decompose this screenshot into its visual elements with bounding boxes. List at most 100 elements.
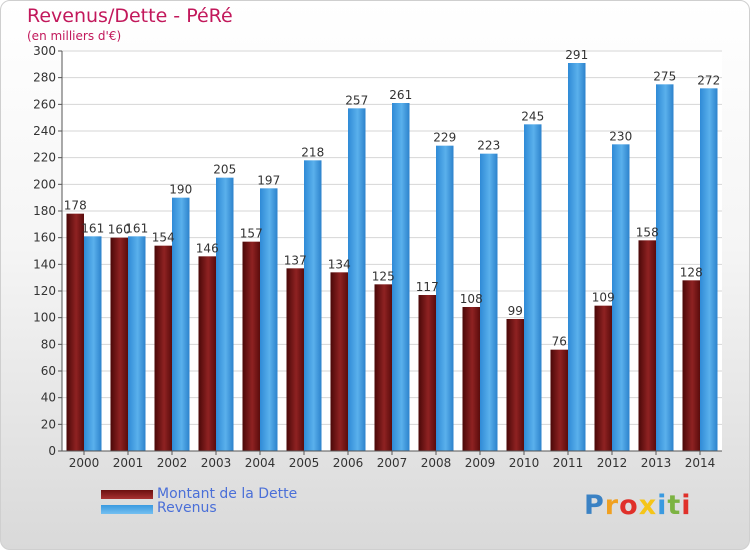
y-tick-label: 200	[33, 177, 56, 191]
bar-revenus	[216, 177, 234, 451]
bar-dette	[682, 280, 700, 451]
legend-swatch-dette	[101, 490, 153, 499]
bar-revenus	[84, 236, 102, 451]
y-tick-label: 240	[33, 124, 56, 138]
label-revenus: 275	[653, 69, 676, 83]
y-tick-label: 160	[33, 231, 56, 245]
bar-dette	[462, 307, 480, 451]
bar-revenus	[436, 145, 454, 451]
bar-revenus	[260, 188, 278, 452]
bar-dette	[550, 349, 568, 451]
x-tick-label: 2014	[685, 456, 716, 470]
legend-swatch-revenus	[101, 505, 153, 514]
y-tick-label: 260	[33, 97, 56, 111]
y-tick-label: 40	[41, 391, 56, 405]
bar-revenus	[656, 84, 674, 451]
bar-dette	[154, 245, 172, 451]
label-dette: 158	[636, 225, 659, 239]
label-revenus: 218	[301, 145, 324, 159]
bar-dette	[198, 256, 216, 451]
x-tick-label: 2011	[553, 456, 584, 470]
label-revenus: 161	[81, 221, 104, 235]
bar-dette	[66, 213, 84, 451]
label-revenus: 272	[697, 73, 720, 87]
x-tick-label: 2003	[201, 456, 232, 470]
label-dette: 157	[240, 227, 263, 241]
bar-dette	[374, 284, 392, 451]
logo-letter: i	[657, 490, 668, 521]
bar-revenus	[524, 124, 542, 451]
logo-letter: o	[619, 490, 639, 521]
x-tick-label: 2008	[421, 456, 452, 470]
label-dette: 108	[460, 292, 483, 306]
bar-dette	[286, 268, 304, 451]
logo-letter: r	[604, 490, 620, 521]
chart-title: Revenus/Dette - PéRé	[27, 5, 233, 27]
y-tick-label: 220	[33, 151, 56, 165]
x-tick-label: 2004	[245, 456, 276, 470]
bar-revenus	[480, 153, 498, 451]
y-tick-label: 100	[33, 311, 56, 325]
label-dette: 178	[64, 199, 87, 213]
x-tick-label: 2013	[641, 456, 672, 470]
bar-dette	[242, 241, 260, 451]
x-tick-label: 2010	[509, 456, 540, 470]
legend-label-dette: Montant de la Dette	[157, 486, 298, 502]
label-revenus: 197	[257, 173, 280, 187]
bars	[66, 63, 718, 452]
x-tick-label: 2000	[69, 456, 100, 470]
label-dette: 134	[328, 257, 351, 271]
bar-dette	[638, 240, 656, 451]
label-dette: 128	[680, 265, 703, 279]
label-revenus: 261	[389, 88, 412, 102]
logo-letter: x	[638, 490, 658, 521]
label-revenus: 291	[565, 48, 588, 62]
logo-letter: P	[584, 490, 605, 521]
bar-revenus	[304, 160, 322, 452]
label-dette: 137	[284, 253, 307, 267]
y-tick-label: 80	[41, 337, 56, 351]
y-tick-label: 180	[33, 204, 56, 218]
y-tick-label: 0	[48, 444, 56, 458]
label-dette: 109	[592, 291, 615, 305]
bar-dette	[330, 272, 348, 451]
y-tick-label: 60	[41, 364, 56, 378]
x-tick-label: 2002	[157, 456, 188, 470]
label-dette: 154	[152, 231, 175, 245]
bar-revenus	[348, 108, 366, 451]
bar-revenus	[172, 197, 190, 451]
label-revenus: 230	[609, 129, 632, 143]
label-revenus: 223	[477, 139, 500, 153]
y-tick-label: 280	[33, 71, 56, 85]
bar-dette	[418, 295, 436, 451]
label-dette: 117	[416, 280, 439, 294]
label-dette: 76	[552, 335, 567, 349]
bar-revenus	[612, 144, 630, 452]
label-revenus: 257	[345, 93, 368, 107]
bar-revenus	[700, 88, 718, 451]
y-axis: 0 20 40 60 80 100 120 140 160 180 200 220 240 260 280 3…	[33, 44, 63, 458]
bar-revenus	[128, 236, 146, 451]
label-revenus: 190	[169, 183, 192, 197]
bar-revenus	[568, 63, 586, 451]
y-tick-label: 300	[33, 44, 56, 58]
x-tick-label: 2001	[113, 456, 144, 470]
label-revenus: 205	[213, 163, 236, 177]
x-tick-label: 2009	[465, 456, 496, 470]
label-revenus: 229	[433, 131, 456, 145]
chart-subtitle: (en milliers d'€)	[27, 29, 122, 43]
bar-dette	[594, 305, 612, 451]
bar-dette	[110, 237, 128, 451]
label-revenus: 245	[521, 109, 544, 123]
bar-dette	[506, 319, 524, 451]
label-dette: 99	[508, 304, 523, 318]
logo-letter: t	[667, 490, 682, 521]
label-dette: 125	[372, 269, 395, 283]
y-tick-label: 120	[33, 284, 56, 298]
x-axis: 2000 2001 2002 2003 2004 2005 2006 2007 2008 2009…	[62, 450, 722, 470]
proxiti-logo: Proxiti	[584, 490, 692, 521]
x-tick-label: 2007	[377, 456, 408, 470]
label-dette: 160	[108, 223, 131, 237]
